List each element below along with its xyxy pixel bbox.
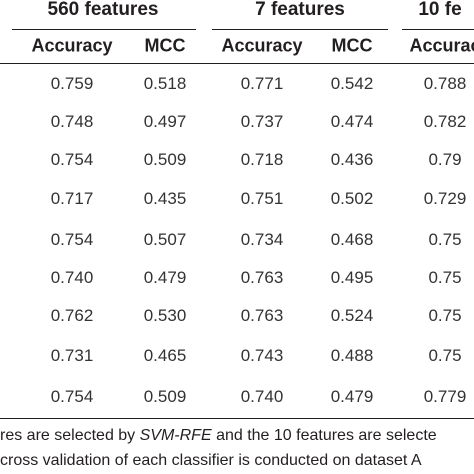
cell-value: 0.75 bbox=[428, 230, 462, 249]
cell-value: 0.740 bbox=[240, 387, 284, 406]
cell-value: 0.771 bbox=[240, 74, 284, 93]
cell-value: 0.731 bbox=[50, 346, 94, 365]
cell-value: 0.759 bbox=[50, 74, 94, 93]
cell-value: 0.518 bbox=[143, 74, 187, 93]
cell-value: 0.509 bbox=[143, 150, 187, 169]
cell-value: 0.75 bbox=[428, 346, 462, 365]
cell-value: 0.79 bbox=[428, 150, 462, 169]
footnote-text: res are selected by bbox=[0, 427, 140, 444]
cell-value: 0.751 bbox=[240, 189, 284, 208]
cell-value: 0.75 bbox=[428, 268, 462, 287]
cell-value: 0.762 bbox=[50, 306, 94, 325]
cell-value: 0.497 bbox=[143, 112, 187, 131]
cell-value: 0.436 bbox=[330, 150, 374, 169]
group-header: 7 features bbox=[255, 0, 345, 20]
cell-value: 0.779 bbox=[423, 387, 467, 406]
cell-value: 0.75 bbox=[428, 306, 462, 325]
cell-value: 0.507 bbox=[143, 230, 187, 249]
cell-value: 0.729 bbox=[423, 189, 467, 208]
footnote-line: cross validation of each classifier is c… bbox=[0, 452, 422, 470]
footnote-text: and the 10 features are selecte bbox=[211, 427, 437, 444]
column-header: MCC bbox=[144, 35, 186, 56]
footnote-text: SVM-RFE bbox=[139, 427, 212, 444]
cell-value: 0.717 bbox=[50, 189, 94, 208]
column-header: Accuracy bbox=[31, 35, 113, 56]
footnote-line: res are selected by SVM-RFE and the 10 f… bbox=[0, 427, 437, 445]
cell-value: 0.468 bbox=[330, 230, 374, 249]
column-header: Accuracy bbox=[221, 35, 303, 56]
cell-value: 0.465 bbox=[143, 346, 187, 365]
cell-value: 0.737 bbox=[240, 112, 284, 131]
group-header: 560 features bbox=[47, 0, 159, 20]
group-rule bbox=[212, 29, 388, 30]
cell-value: 0.782 bbox=[423, 112, 467, 131]
group-header: 10 fe bbox=[418, 0, 462, 20]
cell-value: 0.754 bbox=[50, 150, 94, 169]
cell-value: 0.474 bbox=[330, 112, 374, 131]
cell-value: 0.748 bbox=[50, 112, 94, 131]
column-header: MCC bbox=[331, 35, 373, 56]
cell-value: 0.763 bbox=[240, 268, 284, 287]
group-rule bbox=[12, 29, 196, 30]
cell-value: 0.743 bbox=[240, 346, 284, 365]
header-rule bbox=[0, 63, 474, 64]
cell-value: 0.740 bbox=[50, 268, 94, 287]
cell-value: 0.502 bbox=[330, 189, 374, 208]
footnote-text: cross validation of each classifier is c… bbox=[0, 452, 422, 469]
cell-value: 0.435 bbox=[143, 189, 187, 208]
cell-value: 0.763 bbox=[240, 306, 284, 325]
cell-value: 0.542 bbox=[330, 74, 374, 93]
cell-value: 0.524 bbox=[330, 306, 374, 325]
cell-value: 0.718 bbox=[240, 150, 284, 169]
cell-value: 0.754 bbox=[50, 230, 94, 249]
cell-value: 0.530 bbox=[143, 306, 187, 325]
cell-value: 0.734 bbox=[240, 230, 284, 249]
cell-value: 0.754 bbox=[50, 387, 94, 406]
column-header: Accurac bbox=[409, 35, 474, 56]
cell-value: 0.788 bbox=[423, 74, 467, 93]
cell-value: 0.509 bbox=[143, 387, 187, 406]
bottom-rule bbox=[0, 418, 474, 419]
cell-value: 0.488 bbox=[330, 346, 374, 365]
cell-value: 0.479 bbox=[330, 387, 374, 406]
cell-value: 0.495 bbox=[330, 268, 374, 287]
group-rule bbox=[402, 29, 474, 30]
cell-value: 0.479 bbox=[143, 268, 187, 287]
